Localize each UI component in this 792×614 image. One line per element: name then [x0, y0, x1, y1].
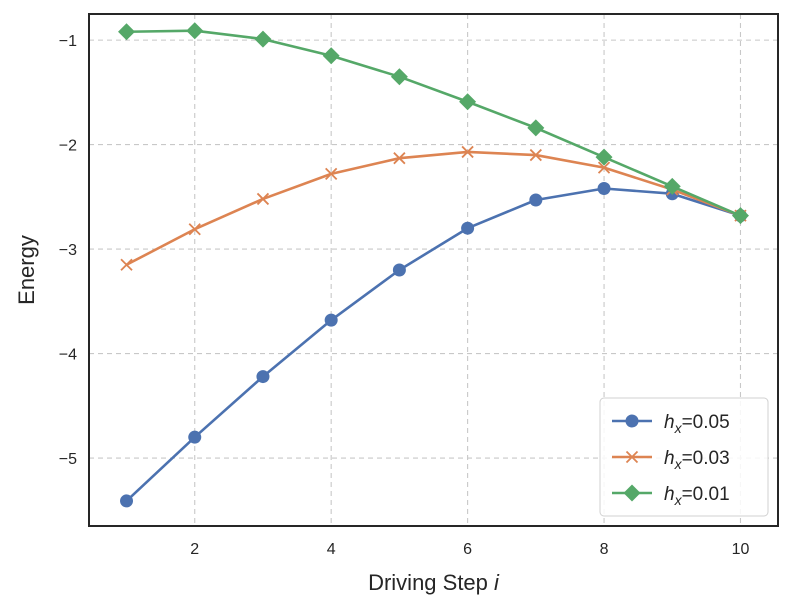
data-point — [597, 161, 611, 174]
legend-item: hx=0.03 — [612, 448, 730, 472]
data-point — [120, 494, 134, 508]
data-point — [461, 221, 475, 235]
legend-label-var: h — [664, 448, 675, 469]
x-tick-label: 4 — [327, 541, 336, 558]
data-point — [186, 22, 204, 40]
legend-label-value: =0.03 — [682, 448, 730, 469]
x-tick-label: 6 — [463, 541, 472, 558]
series-line — [125, 150, 741, 266]
data-point — [120, 258, 133, 271]
data-point — [324, 313, 338, 327]
y-tick-label: −1 — [59, 33, 77, 50]
x-axis-title: Driving Step i — [368, 570, 500, 595]
data-point — [461, 145, 474, 159]
legend-label-sub: x — [674, 456, 683, 472]
legend-label-value: =0.05 — [682, 412, 730, 433]
x-tick-label: 8 — [600, 541, 609, 558]
series-2 — [120, 145, 747, 271]
legend-item: hx=0.05 — [612, 412, 730, 436]
data-point — [595, 148, 613, 166]
legend-item: hx=0.01 — [612, 484, 730, 508]
legend-marker — [625, 450, 639, 464]
data-point — [529, 148, 542, 162]
legend-box — [599, 397, 769, 517]
data-point — [529, 193, 543, 207]
data-point — [663, 177, 681, 195]
legend-marker — [625, 414, 639, 428]
data-point — [527, 119, 545, 137]
data-point — [459, 93, 477, 111]
x-axis-title-variable: i — [494, 570, 500, 595]
y-axis-title: Energy — [14, 235, 39, 305]
data-point — [256, 370, 270, 384]
data-point — [322, 47, 340, 65]
series-line — [125, 187, 741, 502]
data-point — [256, 192, 270, 206]
x-axis-title-text: Driving Step — [368, 570, 494, 595]
legend-label: hx=0.03 — [664, 448, 730, 472]
data-point — [597, 181, 611, 195]
data-point — [118, 23, 136, 41]
y-tick-label: −4 — [59, 347, 77, 364]
legend-label-value: =0.01 — [682, 484, 730, 505]
data-point — [254, 30, 272, 48]
legend-label-sub: x — [674, 492, 683, 508]
legend-label-var: h — [664, 412, 675, 433]
series-3 — [118, 22, 749, 225]
data-point — [731, 207, 749, 225]
legend-label: hx=0.05 — [664, 412, 730, 436]
data-point — [188, 223, 201, 236]
data-point — [392, 263, 406, 277]
x-tick-label: 2 — [190, 541, 199, 558]
plot-frame — [88, 13, 779, 527]
legend-label-sub: x — [674, 420, 683, 436]
data-point — [393, 152, 406, 165]
series-layer — [118, 22, 749, 508]
y-tick-label: −2 — [59, 138, 77, 155]
data-point — [325, 167, 338, 181]
data-point — [188, 430, 202, 444]
legend-label-var: h — [664, 484, 675, 505]
y-tick-label: −5 — [59, 451, 77, 468]
y-tick-label: −3 — [59, 242, 77, 259]
tick-labels: 2 4 6 8 10 −5 −4 −3 −2 −1 — [59, 33, 750, 558]
data-point — [390, 68, 408, 86]
x-tick-label: 10 — [732, 541, 750, 558]
legend-marker — [623, 484, 641, 502]
legend-label: hx=0.01 — [664, 484, 730, 508]
series-line — [126, 29, 741, 217]
